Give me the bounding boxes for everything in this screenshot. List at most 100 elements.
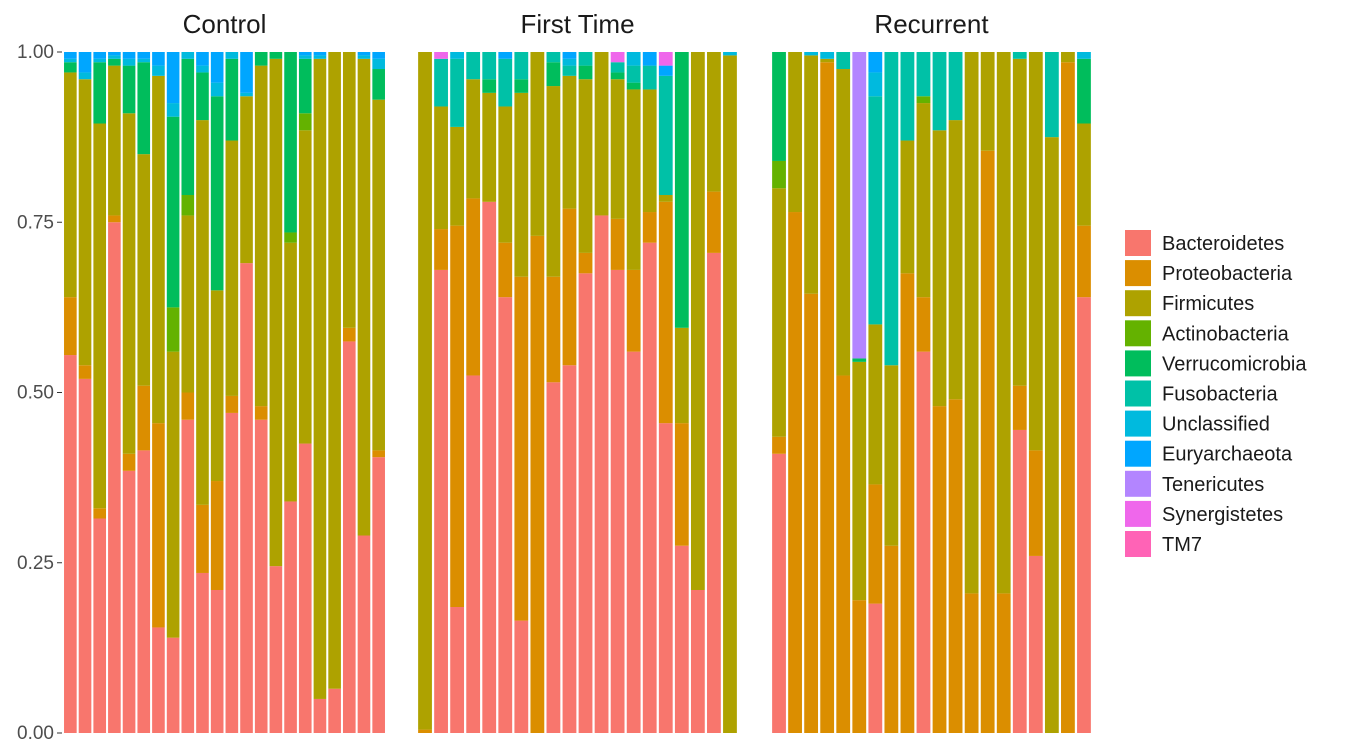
bar-segment-unclassified xyxy=(626,52,641,66)
bar-segment-proteobacteria xyxy=(804,293,819,733)
bar-segment-verrucomicrobia xyxy=(196,72,209,121)
sample-bar xyxy=(240,52,253,733)
bar-segment-firmicutes xyxy=(152,75,165,424)
y-axis: 0.00 0.25 0.50 0.75 1.00 xyxy=(17,42,62,744)
bar-segment-bacteroidetes xyxy=(1012,429,1027,733)
legend: Bacteroidetes Proteobacteria Firmicutes Act… xyxy=(1125,230,1307,557)
sample-bar xyxy=(514,52,529,733)
bar-segment-proteobacteria xyxy=(610,218,625,270)
bar-segment-unclassified xyxy=(868,72,883,97)
bar-segment-fusobacteria xyxy=(546,52,561,63)
bar-segment-firmicutes xyxy=(707,52,721,192)
legend-label: Tenericutes xyxy=(1162,474,1264,496)
bar-segment-bacteroidetes xyxy=(1028,555,1043,733)
bar-segment-firmicutes xyxy=(996,52,1011,594)
bar-segment-verrucomicrobia xyxy=(269,52,283,59)
bar-segment-verrucomicrobia xyxy=(852,358,867,362)
bar-segment-verrucomicrobia xyxy=(298,58,312,114)
legend-swatch xyxy=(1125,410,1151,437)
legend-label: Proteobacteria xyxy=(1162,263,1293,285)
sample-bar xyxy=(546,52,561,733)
bar-segment-actinobacteria xyxy=(166,307,180,352)
sample-bar xyxy=(269,52,283,733)
legend-label: Firmicutes xyxy=(1162,293,1254,315)
sample-bar xyxy=(820,52,835,734)
bar-segment-firmicutes xyxy=(181,215,195,393)
bar-segment-firmicutes xyxy=(674,327,689,424)
y-tick-label: 0.75 xyxy=(17,212,54,233)
bar-segment-firmicutes xyxy=(357,58,371,536)
bar-segment-fusobacteria xyxy=(642,65,657,90)
sample-bar xyxy=(328,52,341,733)
bar-segment-unclassified xyxy=(108,55,121,59)
bar-segment-firmicutes xyxy=(948,120,963,400)
bar-segment-unclassified xyxy=(1077,52,1091,59)
bar-segment-euryarchaeota xyxy=(298,52,312,56)
bar-segment-euryarchaeota xyxy=(93,52,107,59)
bar-segment-actinobacteria xyxy=(181,195,195,216)
sample-bar xyxy=(357,52,371,733)
bar-segment-proteobacteria xyxy=(996,593,1011,733)
bar-segment-proteobacteria xyxy=(450,225,465,608)
sample-bar xyxy=(658,52,673,733)
sample-bar xyxy=(313,52,327,733)
bar-segment-firmicutes xyxy=(804,55,819,294)
bar-segment-fusobacteria xyxy=(626,65,641,83)
bar-segment-bacteroidetes xyxy=(466,375,481,733)
bar-segment-bacteroidetes xyxy=(93,518,107,733)
sample-bar xyxy=(932,52,947,733)
bar-segment-synergistetes xyxy=(610,52,625,63)
sample-bar xyxy=(93,52,107,733)
sample-bar xyxy=(1077,52,1091,733)
bar-segment-proteobacteria xyxy=(498,242,513,298)
bar-segment-bacteroidetes xyxy=(269,566,283,733)
bar-segment-firmicutes xyxy=(884,365,899,546)
bar-segment-bacteroidetes xyxy=(254,419,268,733)
legend-label: TM7 xyxy=(1162,534,1202,556)
bar-segment-bacteroidetes xyxy=(1077,297,1091,733)
bar-segment-firmicutes xyxy=(562,75,577,209)
bar-segment-unclassified xyxy=(450,52,465,59)
bar-segment-firmicutes xyxy=(1077,123,1091,226)
bar-segment-unclassified xyxy=(137,58,151,63)
bar-segment-bacteroidetes xyxy=(610,269,625,733)
bar-segment-firmicutes xyxy=(772,188,786,437)
bar-segment-fusobacteria xyxy=(658,75,673,196)
bar-segment-bacteroidetes xyxy=(284,501,297,733)
bar-segment-proteobacteria xyxy=(181,392,195,420)
bar-segment-firmicutes xyxy=(466,79,481,199)
bar-segment-proteobacteria xyxy=(64,297,77,356)
bar-segment-actinobacteria xyxy=(772,160,786,189)
sample-bar xyxy=(578,52,593,733)
sample-bar xyxy=(122,52,136,733)
legend-swatch xyxy=(1125,440,1151,467)
sample-bar xyxy=(674,52,689,733)
sample-bar xyxy=(884,52,899,733)
legend-swatch xyxy=(1125,500,1151,527)
bar-segment-firmicutes xyxy=(723,55,737,733)
sample-bar xyxy=(868,52,883,733)
bar-segment-euryarchaeota xyxy=(166,52,180,104)
bar-segment-tenericutes xyxy=(852,52,867,359)
bar-segment-proteobacteria xyxy=(674,423,689,546)
bar-segment-bacteroidetes xyxy=(210,589,224,733)
sample-bar xyxy=(772,52,786,733)
sample-bar xyxy=(996,52,1011,733)
bar-segment-bacteroidetes xyxy=(578,273,593,733)
bar-segment-bacteroidetes xyxy=(450,607,465,733)
bar-segment-bacteroidetes xyxy=(546,382,561,733)
sample-bar xyxy=(450,52,465,733)
bar-segment-bacteroidetes xyxy=(152,627,165,733)
bar-segment-fusobacteria xyxy=(562,65,577,76)
bar-segment-firmicutes xyxy=(498,106,513,243)
bar-segment-firmicutes xyxy=(93,123,107,509)
bar-segment-firmicutes xyxy=(900,140,915,274)
legend-label: Verrucomicrobia xyxy=(1162,353,1307,375)
bar-segment-bacteroidetes xyxy=(181,419,195,733)
bar-segment-verrucomicrobia xyxy=(546,62,561,87)
sample-bar xyxy=(626,52,641,733)
legend-swatch xyxy=(1125,470,1151,497)
bar-segment-firmicutes xyxy=(196,120,209,505)
bar-segment-proteobacteria xyxy=(884,545,899,733)
sample-bar xyxy=(610,52,625,733)
